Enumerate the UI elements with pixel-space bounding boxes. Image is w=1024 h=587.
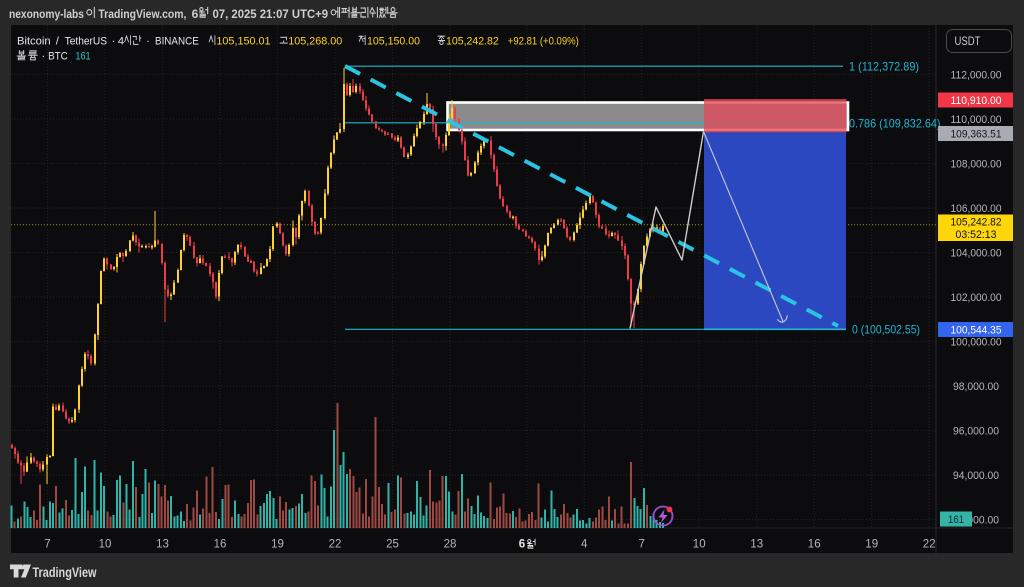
- svg-text:6: 6: [519, 539, 525, 551]
- svg-text:BINANCE: BINANCE: [155, 35, 199, 47]
- svg-text:161: 161: [75, 50, 90, 62]
- svg-text:25: 25: [386, 539, 399, 551]
- svg-text:07, 2025 21:07 UTC+9: 07, 2025 21:07 UTC+9: [213, 7, 329, 21]
- svg-text:98,000.00: 98,000.00: [953, 381, 999, 393]
- svg-text:4: 4: [118, 35, 124, 47]
- svg-text:102,000.00: 102,000.00: [951, 292, 1002, 304]
- svg-text:109,363.51: 109,363.51: [951, 129, 1002, 141]
- svg-text:0.786 (109,832.64): 0.786 (109,832.64): [849, 116, 941, 130]
- svg-text:112,000.00: 112,000.00: [951, 70, 1002, 82]
- svg-text:19: 19: [271, 539, 284, 551]
- svg-text:6: 6: [192, 7, 199, 21]
- svg-text:10: 10: [693, 539, 706, 551]
- svg-text:USDT: USDT: [955, 36, 981, 48]
- svg-text:7: 7: [44, 539, 50, 551]
- svg-text:TradingView: TradingView: [33, 565, 97, 580]
- svg-text:16: 16: [214, 539, 227, 551]
- svg-text:110,000.00: 110,000.00: [951, 114, 1002, 126]
- svg-text:110,910.00: 110,910.00: [951, 95, 1002, 107]
- svg-text:4: 4: [581, 539, 588, 551]
- svg-text:0 (100,502.55): 0 (100,502.55): [852, 323, 920, 337]
- svg-text:105,150.01: 105,150.01: [216, 35, 270, 47]
- svg-text:105,150.00: 105,150.00: [367, 35, 420, 47]
- svg-text:104,000.00: 104,000.00: [951, 248, 1002, 260]
- svg-text:16: 16: [808, 539, 821, 551]
- svg-text:1 (112,372.89): 1 (112,372.89): [849, 60, 919, 74]
- svg-text:/: /: [56, 35, 60, 47]
- svg-text:nexonomy-labs: nexonomy-labs: [9, 7, 84, 21]
- svg-text:96,000.00: 96,000.00: [953, 426, 999, 438]
- svg-text:19: 19: [865, 539, 878, 551]
- svg-text:28: 28: [444, 539, 457, 551]
- svg-text:13: 13: [750, 539, 763, 551]
- svg-text:108,000.00: 108,000.00: [951, 159, 1002, 171]
- svg-text:·: ·: [42, 50, 46, 62]
- svg-text:7: 7: [638, 539, 644, 551]
- svg-text:TetherUS: TetherUS: [65, 35, 108, 47]
- svg-text:105,268.00: 105,268.00: [288, 35, 342, 47]
- svg-text:·: ·: [112, 35, 116, 47]
- svg-text:105,242.82: 105,242.82: [951, 217, 1002, 229]
- svg-text:13: 13: [156, 539, 169, 551]
- svg-text:106,000.00: 106,000.00: [951, 203, 1002, 215]
- svg-text:22: 22: [329, 539, 342, 551]
- svg-text:105,242.82: 105,242.82: [446, 35, 499, 47]
- svg-text:94,000.00: 94,000.00: [953, 470, 999, 482]
- svg-text:161: 161: [948, 514, 964, 526]
- svg-text:100,000.00: 100,000.00: [951, 337, 1002, 349]
- svg-text:+92.81 (+0.09%): +92.81 (+0.09%): [508, 35, 579, 47]
- svg-text:100,544.35: 100,544.35: [951, 325, 1002, 337]
- svg-text:·: ·: [146, 35, 150, 47]
- svg-text:03:52:13: 03:52:13: [956, 229, 997, 241]
- svg-text:TradingView.com,: TradingView.com,: [98, 7, 186, 21]
- svg-text:BTC: BTC: [48, 50, 68, 62]
- svg-text:10: 10: [99, 539, 112, 551]
- svg-text:22: 22: [923, 539, 936, 551]
- svg-text:Bitcoin: Bitcoin: [17, 35, 51, 47]
